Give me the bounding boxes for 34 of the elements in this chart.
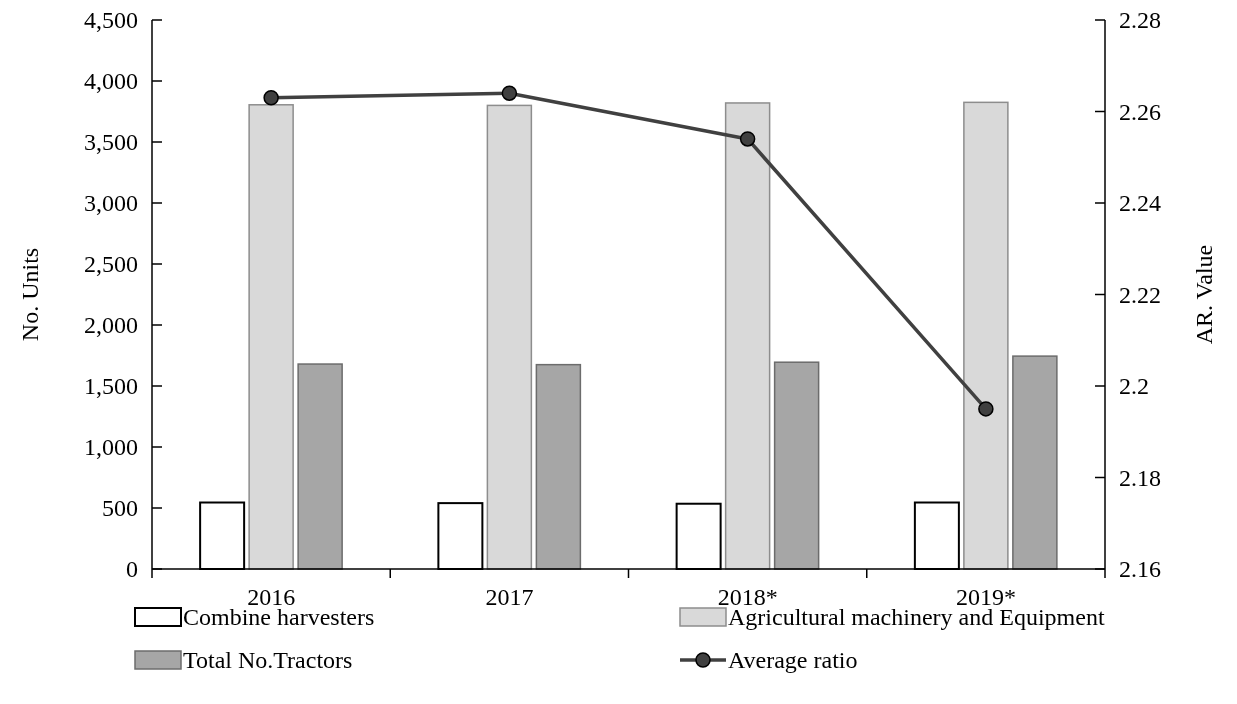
legend-label: Total No.Tractors <box>183 647 353 674</box>
y2-tick-label: 2.24 <box>1119 190 1161 217</box>
y-tick-label: 1,500 <box>84 373 138 400</box>
y-tick-label: 4,500 <box>84 7 138 34</box>
y-tick-label: 4,000 <box>84 68 138 95</box>
point <box>501 85 518 101</box>
y-tick-label: 1,000 <box>84 434 138 461</box>
y2-tick-label: 2.16 <box>1119 556 1161 583</box>
bar <box>963 101 1009 570</box>
bar <box>773 361 820 570</box>
bar <box>297 363 343 570</box>
point <box>978 401 994 417</box>
y2-tick-label: 2.22 <box>1119 281 1161 308</box>
y2-axis-title: AR. Value <box>1191 244 1217 345</box>
bar <box>535 363 582 570</box>
y-axis-title: No. Units <box>17 247 43 342</box>
y-tick-label: 3,000 <box>84 190 138 217</box>
y-tick-label: 3,500 <box>84 129 138 156</box>
bar <box>486 104 533 570</box>
y-tick-label: 0 <box>126 556 138 583</box>
y-tick-label: 2,000 <box>84 312 138 339</box>
x-tick-label: 2017 <box>485 584 534 610</box>
legend-label: Average ratio <box>728 647 858 674</box>
y2-tick-label: 2.26 <box>1119 98 1161 125</box>
y-tick-label: 2,500 <box>84 251 138 278</box>
y2-tick-label: 2.2 <box>1119 373 1149 400</box>
bar <box>1012 355 1058 570</box>
bar <box>248 104 294 570</box>
point <box>739 131 756 147</box>
bar <box>724 102 771 570</box>
y2-tick-label: 2.18 <box>1119 464 1161 491</box>
point <box>263 90 279 106</box>
y2-tick-label: 2.28 <box>1119 7 1161 34</box>
y-tick-label: 500 <box>102 495 138 522</box>
